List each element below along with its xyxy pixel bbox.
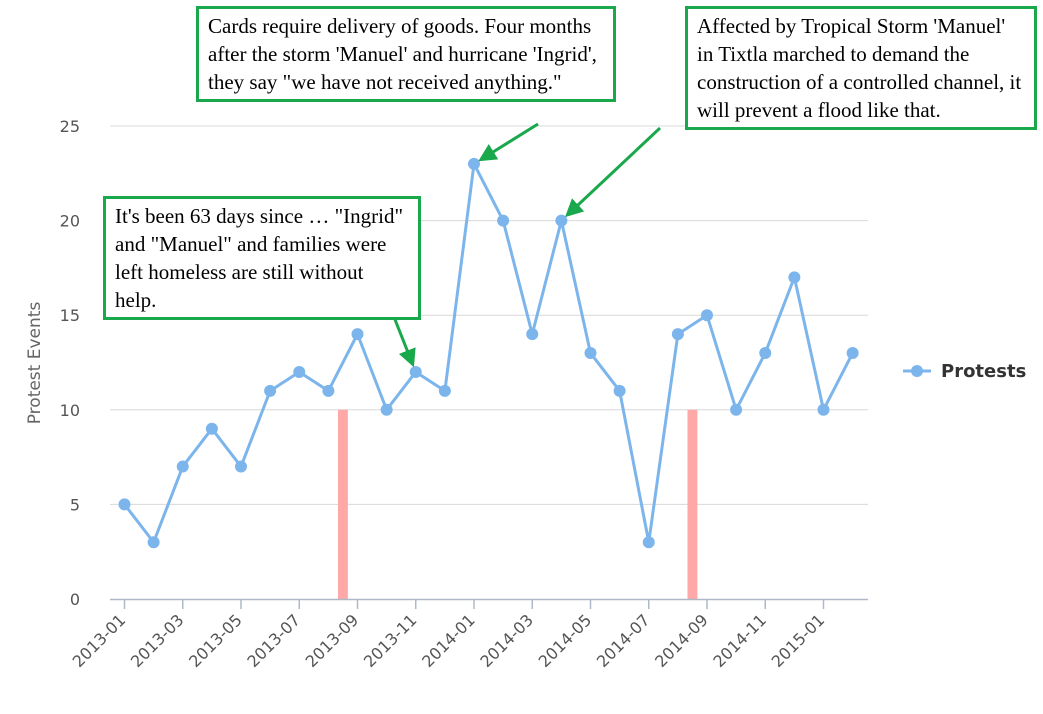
data-point [235, 460, 247, 473]
data-point [468, 157, 480, 170]
y-tick-label: 0 [70, 590, 80, 609]
x-tick-label: 2015-01 [768, 610, 829, 671]
annotation-arrow [565, 126, 662, 218]
data-point [118, 498, 131, 511]
x-tick-label: 2014-11 [709, 610, 770, 671]
legend-label-protests: Protests [941, 361, 1026, 382]
data-point [584, 347, 597, 360]
x-tick-label: 2013-07 [243, 610, 304, 671]
data-point [409, 365, 422, 378]
series-protests [118, 157, 859, 549]
x-tick-label: 2014-07 [593, 610, 654, 671]
y-tick-label: 15 [60, 306, 80, 325]
x-tick-label: 2014-05 [535, 610, 596, 671]
data-point [642, 536, 655, 549]
highlight-bands [337, 409, 698, 599]
data-point [759, 347, 772, 360]
x-tick-label: 2014-01 [418, 610, 479, 671]
x-tick-label: 2014-03 [476, 610, 537, 671]
data-point [176, 460, 189, 473]
data-point [438, 384, 451, 397]
y-tick-label: 10 [60, 401, 80, 420]
highlight-band [337, 409, 348, 599]
x-tick-label: 2013-11 [360, 610, 421, 671]
annotation-arrows [390, 122, 662, 368]
y-tick-label: 25 [60, 117, 80, 136]
highlight-band [687, 409, 698, 599]
data-point [555, 214, 568, 227]
data-point [497, 214, 510, 227]
data-point [380, 403, 393, 416]
data-point [701, 309, 713, 322]
x-tick-label: 2013-05 [185, 610, 246, 671]
legend[interactable]: Protests [903, 361, 1026, 382]
data-point [613, 384, 626, 397]
annotation-tixtla-march: Affected by Tropical Storm 'Manuel' in T… [685, 6, 1037, 130]
data-point [846, 347, 859, 360]
data-point [671, 328, 684, 341]
data-point [730, 403, 743, 416]
data-point [351, 328, 364, 341]
annotation-63-days: It's been 63 days since … "Ingrid" and "… [103, 196, 421, 320]
x-tick-label: 2013-09 [302, 610, 363, 671]
x-tick-label: 2014-09 [651, 610, 712, 671]
series-line-protests [123, 162, 854, 544]
data-point [526, 328, 539, 341]
y-tick-label: 20 [60, 212, 80, 231]
legend-marker [911, 365, 923, 377]
y-tick-label: 5 [70, 495, 80, 514]
x-tick-label: 2013-03 [127, 610, 188, 671]
data-point [322, 384, 335, 397]
data-point [264, 384, 277, 397]
data-point [205, 422, 218, 435]
data-point [147, 536, 160, 549]
x-tick-label: 2013-01 [69, 610, 130, 671]
annotation-arrow [478, 122, 539, 162]
annotation-cards-delivery: Cards require delivery of goods. Four mo… [196, 6, 616, 102]
annotation-arrow [390, 311, 416, 368]
data-point [817, 403, 830, 416]
data-point [788, 271, 801, 284]
data-point [293, 365, 306, 378]
y-axis-title: Protest Events [25, 302, 45, 425]
